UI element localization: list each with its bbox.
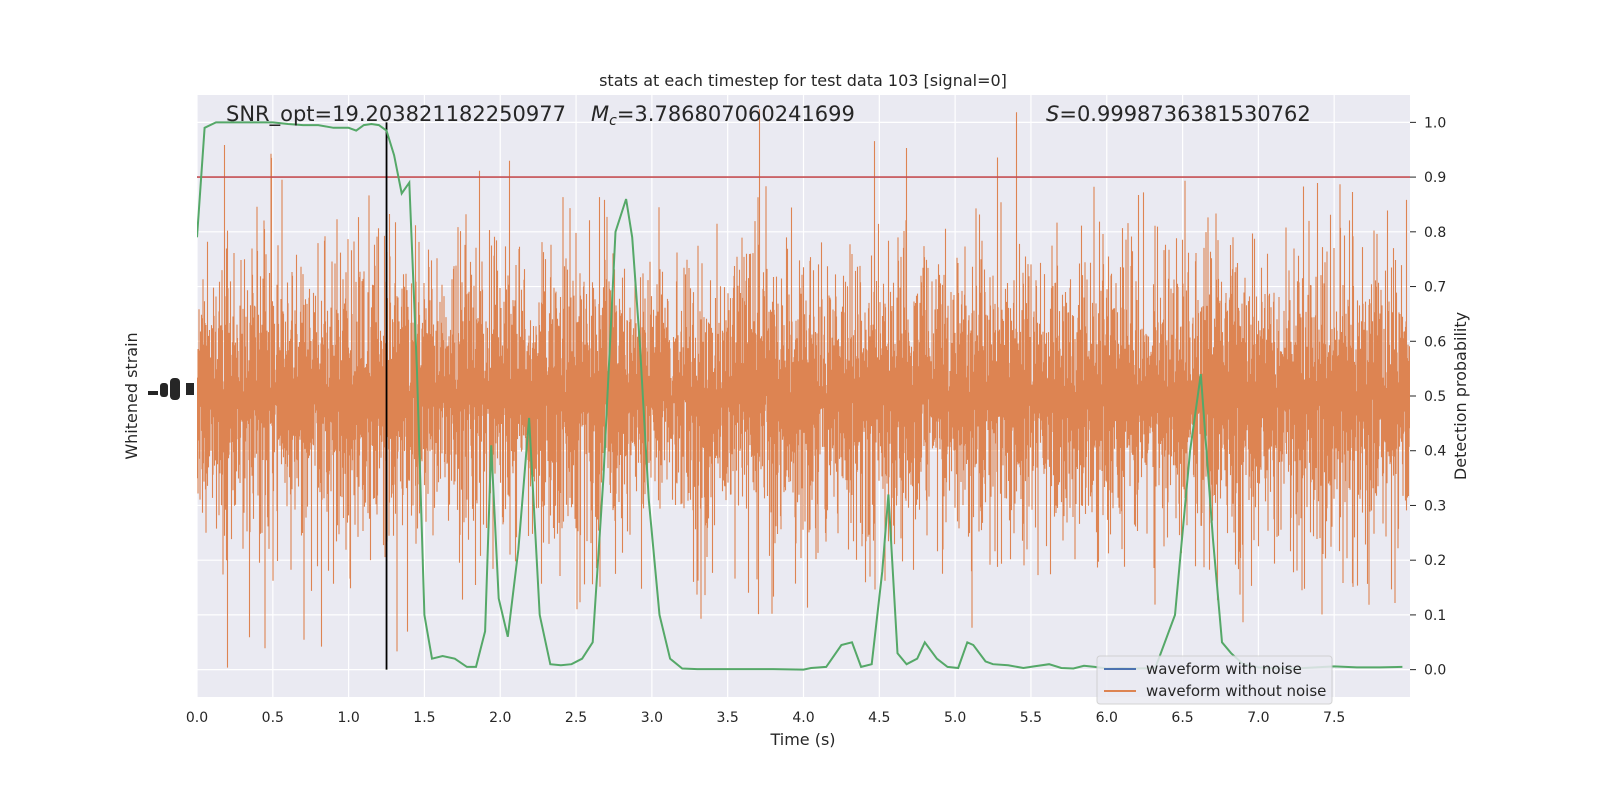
legend-label-with-noise: waveform with noise — [1146, 660, 1302, 678]
x-tick-label: 2.5 — [565, 710, 587, 726]
x-tick-label: 5.5 — [1020, 710, 1042, 726]
legend-label-without-noise: waveform without noise — [1146, 682, 1326, 700]
mc-value: =3.786807060241699 — [617, 102, 855, 126]
x-tick-label: 3.0 — [641, 710, 663, 726]
y-tick-label: 0.5 — [1424, 389, 1446, 405]
x-tick-label: 1.5 — [413, 710, 435, 726]
y-tick-label: 0.3 — [1424, 498, 1446, 514]
x-tick-label: 5.0 — [944, 710, 966, 726]
legend: waveform with noise waveform without noi… — [1096, 655, 1333, 705]
mc-annotation: Mc=3.786807060241699 — [591, 102, 855, 129]
chart-title: stats at each timestep for test data 103… — [599, 71, 1007, 90]
x-tick-label: 4.0 — [792, 710, 814, 726]
y-tick-label: 0.0 — [1424, 663, 1446, 679]
y-tick-label: 0.6 — [1424, 334, 1446, 350]
y-axis-label-right: Detection probability — [1451, 312, 1470, 480]
y-tick-label: 0.9 — [1424, 170, 1446, 186]
s-value: =0.9998736381530762 — [1059, 102, 1310, 126]
y-tick-label: 0.8 — [1424, 225, 1446, 241]
y-tick-label: 0.4 — [1424, 444, 1446, 460]
x-tick-label: 0.5 — [262, 710, 284, 726]
x-tick-label: 4.5 — [868, 710, 890, 726]
x-tick-label: 6.0 — [1096, 710, 1118, 726]
y-tick-label: 0.2 — [1424, 553, 1446, 569]
x-tick-label: 0.0 — [186, 710, 208, 726]
noise-trace — [197, 109, 1410, 668]
s-annotation: S=0.9998736381530762 — [1046, 102, 1311, 126]
x-tick-label: 7.5 — [1323, 710, 1345, 726]
x-tick-label: 2.0 — [489, 710, 511, 726]
x-tick-label: 6.5 — [1171, 710, 1193, 726]
mc-subscript: c — [609, 113, 617, 129]
s-symbol: S — [1046, 102, 1059, 126]
y-axis-label-left: Whitened strain — [122, 332, 141, 459]
mc-symbol: M — [591, 102, 609, 126]
x-tick-label: 1.0 — [337, 710, 359, 726]
y-tick-label: 1.0 — [1424, 115, 1446, 131]
legend-box — [1096, 655, 1333, 705]
x-tick-labels: 0.0 0.5 1.0 1.5 2.0 2.5 3.0 3.5 4.0 4.5 5.0 5.5 6.0 6… — [186, 710, 1345, 726]
noise-waveform — [197, 109, 1410, 668]
y-tick-label: 0.1 — [1424, 608, 1446, 624]
left-axis-tick-cluster — [148, 378, 194, 400]
y-tick-labels: 0.0 0.1 0.2 0.3 0.4 0.5 0.6 0.7 0.8 0.9 1.0 — [1410, 115, 1446, 679]
y-tick-label: 0.7 — [1424, 280, 1446, 296]
x-tick-label: 3.5 — [717, 710, 739, 726]
x-tick-label: 7.0 — [1247, 710, 1269, 726]
snr-annotation: SNR_opt=19.203821182250977 — [226, 102, 566, 127]
x-axis-label: Time (s) — [769, 730, 835, 749]
